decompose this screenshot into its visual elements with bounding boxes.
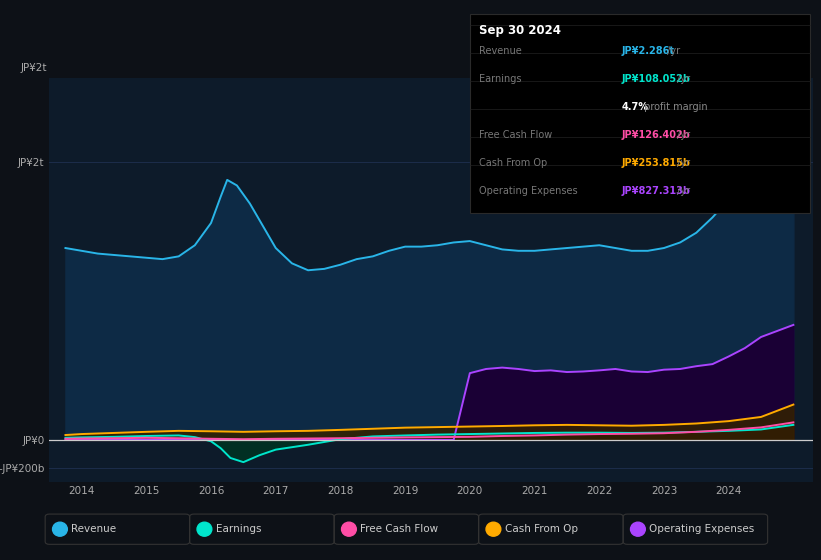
Text: profit margin: profit margin [640,102,707,113]
Text: Cash From Op: Cash From Op [479,158,548,169]
Text: /yr: /yr [674,158,690,169]
Text: Earnings: Earnings [216,524,261,534]
Text: Sep 30 2024: Sep 30 2024 [479,24,562,37]
Text: /yr: /yr [674,130,690,141]
Text: JP¥108.052b: JP¥108.052b [621,74,690,85]
Text: /yr: /yr [674,74,690,85]
Text: Earnings: Earnings [479,74,522,85]
Text: Operating Expenses: Operating Expenses [649,524,754,534]
Text: JP¥2t: JP¥2t [21,63,47,73]
Text: JP¥253.815b: JP¥253.815b [621,158,690,169]
Text: Revenue: Revenue [71,524,117,534]
Text: Cash From Op: Cash From Op [505,524,578,534]
Text: Free Cash Flow: Free Cash Flow [360,524,438,534]
Text: Revenue: Revenue [479,46,522,57]
Text: 4.7%: 4.7% [621,102,649,113]
Text: Free Cash Flow: Free Cash Flow [479,130,553,141]
Text: /yr: /yr [664,46,681,57]
Text: JP¥2.286t: JP¥2.286t [621,46,675,57]
Text: /yr: /yr [674,186,690,197]
Text: JP¥126.402b: JP¥126.402b [621,130,690,141]
Text: JP¥827.313b: JP¥827.313b [621,186,690,197]
Text: Operating Expenses: Operating Expenses [479,186,578,197]
